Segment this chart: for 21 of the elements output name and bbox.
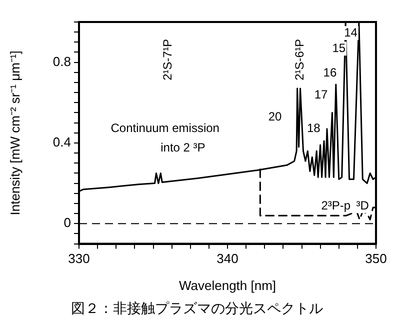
annotation: 20 xyxy=(268,110,282,124)
annotation: 18 xyxy=(306,120,321,135)
y-axis-title: Intensity [mW cm⁻² sr⁻¹ μm⁻¹] xyxy=(7,50,22,216)
x-axis-title: Wavelength [nm] xyxy=(178,278,276,293)
annotation: 2³P-p xyxy=(321,198,351,212)
annotation: 16 xyxy=(323,65,337,80)
annotation: 15 xyxy=(332,40,346,55)
y-tick-label: 0.4 xyxy=(52,134,71,150)
annotation: ³D xyxy=(356,198,370,212)
x-tick-label: 330 xyxy=(68,251,90,266)
annotation: into 2 ³P xyxy=(160,140,206,155)
annotation: Continuum emission xyxy=(110,120,220,135)
annotation: 14 xyxy=(344,25,358,40)
y-tick-label: 0 xyxy=(64,215,71,230)
x-tick-label: 350 xyxy=(365,251,387,266)
y-tick-label: 0.8 xyxy=(52,54,71,69)
x-tick-label: 340 xyxy=(216,251,238,266)
annotation: 2¹S-7¹P xyxy=(160,39,174,80)
annotation: 17 xyxy=(314,88,328,102)
text: 図２：非接触プラズマの分光スペクトル xyxy=(70,300,324,318)
annotation: 2¹S-6¹P xyxy=(292,39,307,80)
